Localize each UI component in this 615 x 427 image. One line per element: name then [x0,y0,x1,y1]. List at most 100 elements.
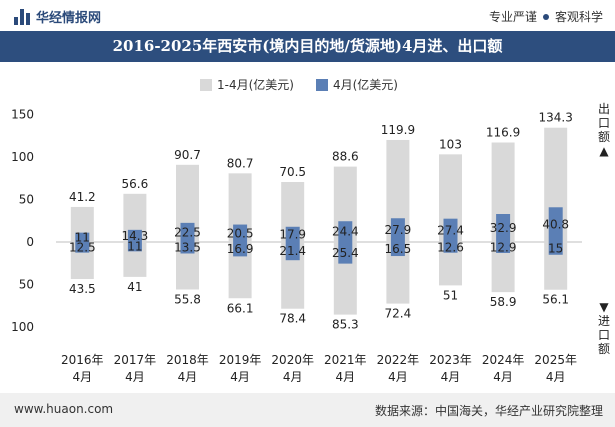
top-bar: 华经情报网 专业严谨 客观科学 [0,0,615,31]
data-label-monthly-import: 12.5 [69,240,96,254]
data-label-cumulative-import: 51 [443,288,458,302]
bar-cumulative-export [386,139,410,242]
export-axis-label: 出口额 ▲ [597,102,611,158]
down-arrow-icon: ▼ [599,300,609,314]
bar-monthly-import [75,242,90,253]
legend-swatch-cumulative [200,78,212,91]
x-tick-label: 2020年 [271,353,314,367]
x-tick-label: 2018年 [166,353,209,367]
legend-label-cumulative: 1-4月(亿美元) [217,78,294,92]
bar-monthly-export [233,224,248,242]
brand-name: 华经情报网 [36,11,102,26]
data-label-cumulative-import: 78.4 [279,312,306,326]
data-label-monthly-import: 12.6 [437,240,464,254]
bar-monthly-export [338,221,353,242]
data-label-monthly-export: 14.3 [122,229,149,243]
bar-monthly-import [443,242,458,253]
bar-monthly-import [338,242,353,264]
bar-monthly-export [75,232,90,242]
data-label-cumulative-export: 70.5 [279,165,306,179]
data-label-cumulative-export: 116.9 [486,126,520,140]
data-label-cumulative-import: 55.8 [174,292,201,306]
data-label-monthly-import: 16.9 [227,242,254,256]
x-tick-label: 2019年 [219,353,262,367]
x-tick-label: 2024年 [482,353,525,367]
data-label-cumulative-import: 43.5 [69,282,96,296]
bar-monthly-export [285,226,300,242]
export-label-text: 出口额 [597,102,610,144]
y-tick-label: 150 [11,107,34,121]
y-tick-label: 50 [19,278,34,292]
data-label-cumulative-export: 119.9 [381,123,415,137]
data-label-cumulative-export: 80.7 [227,156,254,170]
legend: 1-4月(亿美元) 4月(亿美元) [200,76,398,93]
data-label-monthly-import: 12.9 [490,240,517,254]
x-tick-label-line2: 4月 [388,370,408,384]
bar-monthly-export [496,214,511,242]
bar-cumulative-import [386,242,410,304]
y-tick-label: 50 [19,192,34,206]
x-tick-label: 2016年 [61,353,104,367]
import-label-text: 进口额 [597,314,610,356]
legend-label-monthly: 4月(亿美元) [332,78,398,92]
data-label-monthly-export: 40.8 [542,218,569,232]
bar-monthly-export [548,207,563,242]
title-bar: 2016-2025年西安市(境内目的地/货源地)4月进、出口额 [0,31,615,62]
x-tick-label: 2022年 [377,353,420,367]
bar-cumulative-import [491,242,515,293]
x-tick-label-line2: 4月 [283,370,303,384]
data-label-monthly-import: 21.4 [279,244,306,258]
data-label-cumulative-export: 56.6 [122,177,149,191]
tag-objective: 客观科学 [554,10,603,24]
data-label-cumulative-import: 58.9 [490,295,517,309]
y-tick-label: 0 [26,235,34,249]
bar-cumulative-import [439,242,462,286]
bar-monthly-export [443,218,458,242]
x-tick-label-line2: 4月 [72,370,92,384]
up-arrow-icon: ▲ [599,144,609,158]
bar-monthly-export [127,229,142,242]
chart-area: 150 100 50 0 50 100 41.2 43.5 11 12.5 2016年 4月 56.6 4… [11,107,582,384]
data-label-monthly-export: 20.5 [227,226,254,240]
bar-monthly-import [390,242,405,257]
bar-monthly-import [127,242,142,252]
y-tick-label: 100 [11,150,34,164]
data-label-monthly-export: 22.5 [174,225,201,239]
brand[interactable]: 华经情报网 [14,7,101,26]
data-label-cumulative-import: 56.1 [542,293,569,307]
x-tick-label-line2: 4月 [178,370,198,384]
footer-website[interactable]: www.huaon.com [14,402,114,416]
bar-monthly-import [180,242,195,254]
legend-swatch-monthly [315,78,328,91]
data-label-monthly-export: 17.9 [279,227,306,241]
data-label-cumulative-export: 41.2 [69,190,96,204]
logo-icon [14,8,30,25]
x-tick-label-line2: 4月 [546,370,566,384]
x-tick-label-line2: 4月 [125,370,145,384]
tag-professional: 专业严谨 [488,10,537,24]
footer: www.huaon.com 数据来源：中国海关，华经产业研究院整理 [0,393,615,427]
data-label-cumulative-import: 41 [127,280,142,294]
data-label-cumulative-export: 134.3 [539,111,573,125]
import-axis-label: ▼ 进口额 [597,300,611,356]
data-label-cumulative-export: 88.6 [332,150,359,164]
data-label-cumulative-import: 66.1 [227,301,254,315]
x-tick-label: 2025年 [534,353,577,367]
data-label-cumulative-import: 72.4 [385,307,412,321]
bar-monthly-import [233,242,248,257]
x-tick-label-line2: 4月 [230,370,250,384]
footer-source: 数据来源：中国海关，华经产业研究院整理 [374,404,603,418]
data-label-monthly-import: 11 [127,240,142,254]
bar-monthly-import [496,242,511,253]
y-tick-label: 100 [11,320,34,334]
legend-item-cumulative[interactable]: 1-4月(亿美元) [200,76,294,93]
data-label-monthly-import: 13.5 [174,241,201,255]
x-tick-label-line2: 4月 [335,370,355,384]
bar-monthly-import [548,242,563,255]
bar-cumulative-export [176,164,199,242]
data-label-cumulative-export: 103 [439,137,462,151]
header-tags: 专业严谨 客观科学 [489,8,603,25]
bar-monthly-export [390,218,405,242]
x-tick-label-line2: 4月 [441,370,461,384]
legend-item-monthly[interactable]: 4月(亿美元) [315,76,398,93]
